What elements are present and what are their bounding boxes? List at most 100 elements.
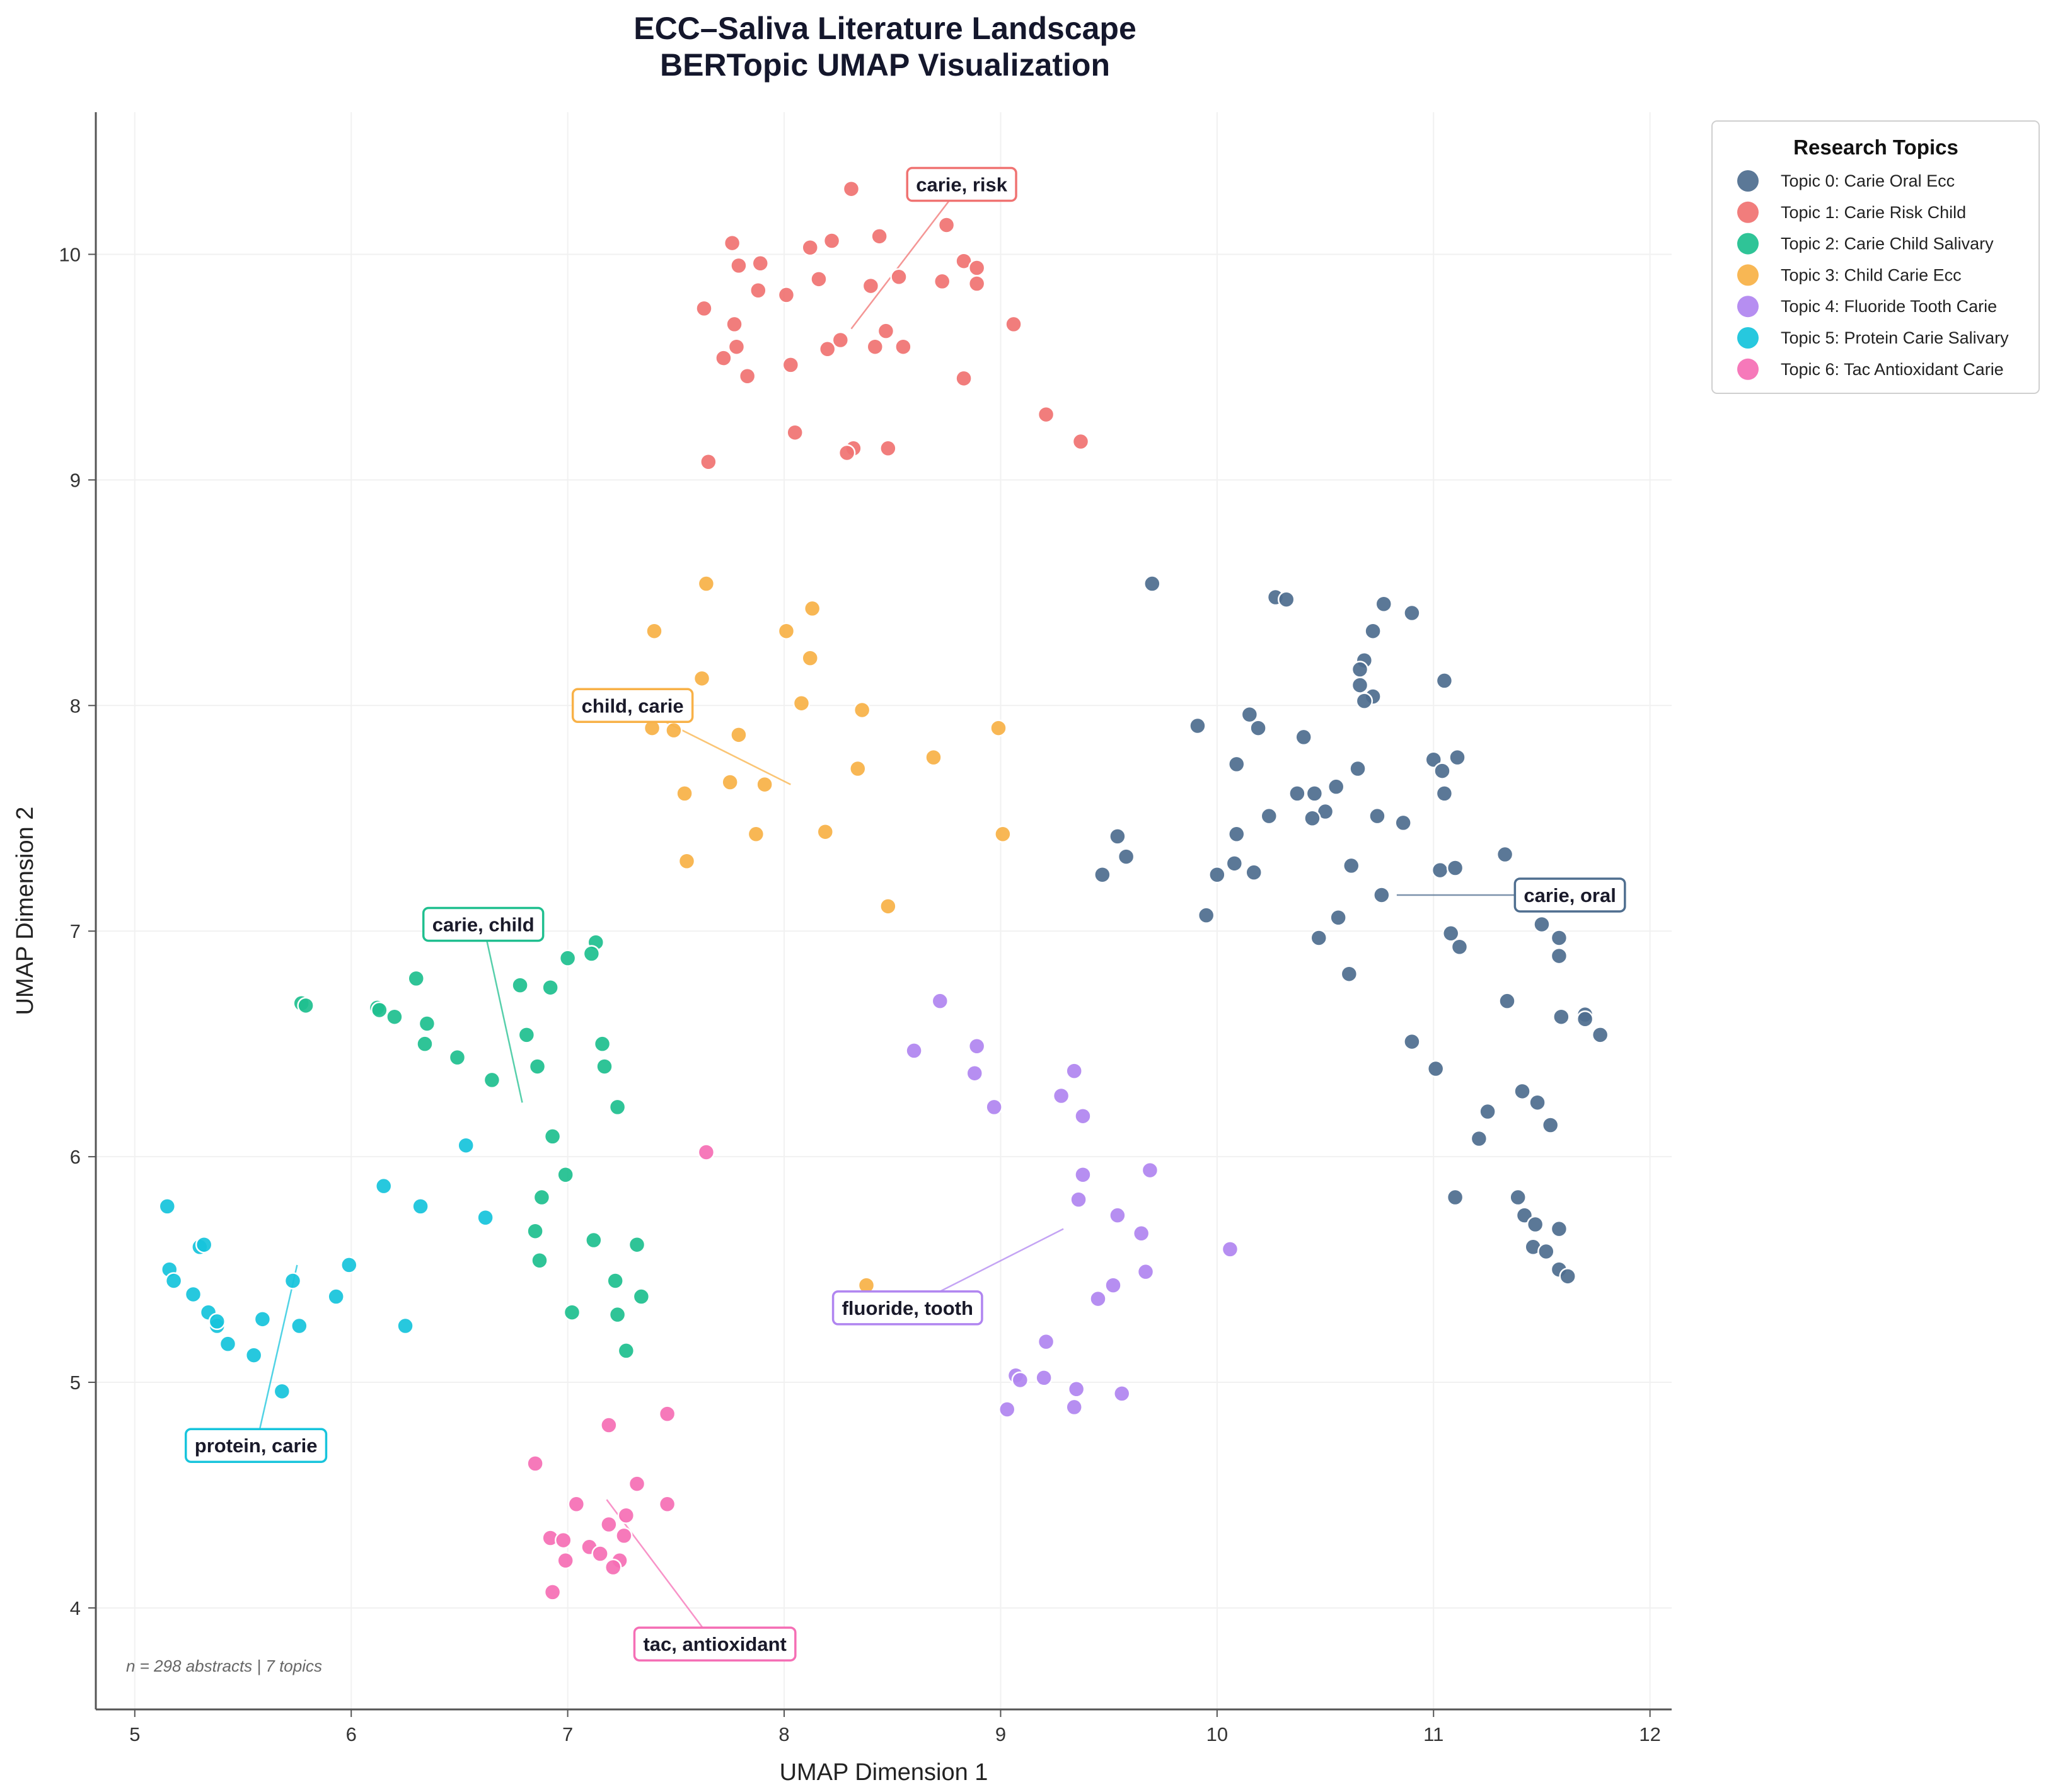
data-point-topic-0 <box>1277 591 1295 608</box>
legend-marker-topic-3 <box>1737 264 1759 286</box>
data-point-topic-0 <box>1537 1242 1555 1261</box>
data-point-topic-4 <box>968 1037 986 1055</box>
annotation-text: fluoride, tooth <box>842 1297 973 1319</box>
data-point-topic-2 <box>511 976 529 994</box>
data-point-topic-5 <box>340 1256 358 1274</box>
data-point-topic-4 <box>1037 1332 1055 1351</box>
annotation-box <box>1513 877 1626 913</box>
data-point-topic-6 <box>555 1531 572 1549</box>
data-point-topic-0 <box>1189 717 1206 735</box>
data-point-topic-0 <box>1498 992 1516 1010</box>
data-point-topic-4 <box>1132 1225 1150 1242</box>
data-point-topic-3 <box>816 823 835 841</box>
annotation-label: carie, risk <box>906 166 1017 202</box>
data-point-topic-0 <box>1550 1220 1568 1238</box>
data-point-topic-6 <box>567 1495 586 1513</box>
data-point-topic-0 <box>1394 814 1412 832</box>
data-point-topic-4 <box>931 992 949 1010</box>
data-point-topic-0 <box>1364 622 1382 640</box>
annotation-label: protein, carie <box>185 1428 328 1463</box>
data-point-topic-2 <box>483 1071 501 1089</box>
data-point-topic-0 <box>1094 865 1111 884</box>
annotation-label: tac, antioxidant <box>633 1626 797 1662</box>
data-point-topic-2 <box>448 1048 466 1067</box>
data-point-topic-5 <box>396 1317 414 1335</box>
data-point-topic-6 <box>557 1552 574 1569</box>
series-topic-5 <box>158 1136 494 1401</box>
data-point-topic-2 <box>531 1252 548 1269</box>
data-point-topic-0 <box>1425 751 1443 768</box>
data-point-topic-3 <box>756 775 773 794</box>
legend-marker-topic-1 <box>1737 201 1759 223</box>
data-point-topic-1 <box>823 232 841 250</box>
data-point-topic-6 <box>600 1515 618 1534</box>
data-point-topic-3 <box>801 649 819 667</box>
annotation-box <box>633 1626 797 1662</box>
x-tick-label: 5 <box>129 1723 140 1745</box>
data-point-topic-0 <box>1479 1102 1496 1121</box>
data-point-topic-4 <box>1065 1062 1083 1080</box>
legend-entry-topic-1: Topic 1: Carie Risk Child <box>1737 201 1966 223</box>
annotation-box <box>185 1428 328 1463</box>
legend-marker-topic-5 <box>1737 327 1759 349</box>
data-point-topic-2 <box>416 1035 434 1053</box>
legend-label-topic-4: Topic 4: Fluoride Tooth Carie <box>1781 297 1997 316</box>
data-point-topic-1 <box>777 286 795 304</box>
series-topic-4 <box>905 992 1239 1418</box>
data-point-topic-2 <box>526 1222 544 1240</box>
data-point-topic-4 <box>1136 1263 1155 1281</box>
data-point-topic-1 <box>1037 405 1055 424</box>
data-point-topic-6 <box>658 1495 676 1513</box>
data-point-topic-5 <box>219 1335 237 1353</box>
data-point-topic-0 <box>1509 1188 1527 1206</box>
data-point-topic-0 <box>1310 929 1327 947</box>
data-point-topic-0 <box>1449 748 1466 766</box>
data-point-topic-6 <box>617 1506 635 1524</box>
data-point-topic-3 <box>803 599 821 618</box>
data-point-topic-1 <box>695 299 713 318</box>
legend-label-topic-2: Topic 2: Carie Child Salivary <box>1781 234 1994 253</box>
data-point-topic-5 <box>327 1288 345 1305</box>
data-point-topic-0 <box>1305 785 1324 802</box>
x-tick-label: 11 <box>1423 1723 1443 1745</box>
data-point-topic-3 <box>676 785 693 802</box>
annotation-label: fluoride, tooth <box>831 1290 983 1326</box>
data-point-topic-0 <box>1225 855 1244 872</box>
data-point-topic-0 <box>1550 929 1568 947</box>
legend-box <box>1711 120 2040 394</box>
legend-marker-topic-2 <box>1737 233 1759 255</box>
legend-entry-topic-3: Topic 3: Child Carie Ecc <box>1737 264 1962 286</box>
legend-label-topic-6: Topic 6: Tac Antioxidant Carie <box>1781 360 2004 379</box>
data-point-topic-1 <box>782 356 800 374</box>
data-point-topic-2 <box>582 945 601 962</box>
data-point-topic-4 <box>1011 1371 1029 1389</box>
data-point-topic-0 <box>1541 1116 1559 1134</box>
data-point-topic-6 <box>697 1143 715 1161</box>
legend-entry-topic-0: Topic 0: Carie Oral Ecc <box>1737 170 1955 192</box>
annotation-labels: carie, risk child, carie carie, oral carie,… <box>185 166 1626 1662</box>
data-point-topic-4 <box>985 1098 1003 1116</box>
data-point-topic-0 <box>1513 1082 1531 1101</box>
data-point-topic-4 <box>1067 1380 1085 1398</box>
data-point-topic-3 <box>994 825 1012 843</box>
data-point-topic-0 <box>1553 1008 1570 1026</box>
annotation-text: child, carie <box>582 695 684 717</box>
data-point-topic-1 <box>968 259 986 277</box>
data-point-topic-0 <box>1355 692 1373 710</box>
legend-entries: Topic 0: Carie Oral Ecc Topic 1: Carie Ri… <box>1737 170 2009 380</box>
y-tick-label: 7 <box>70 920 81 942</box>
data-point-topic-2 <box>518 1026 536 1044</box>
legend-entry-topic-4: Topic 4: Fluoride Tooth Carie <box>1737 296 1997 318</box>
data-point-topic-3 <box>777 622 795 640</box>
data-point-topic-3 <box>792 694 811 712</box>
data-point-topic-0 <box>1550 947 1568 965</box>
data-point-topic-3 <box>925 748 942 766</box>
data-point-topic-1 <box>818 340 836 358</box>
data-point-topic-0 <box>1249 719 1267 737</box>
data-point-topic-0 <box>1591 1026 1609 1044</box>
legend-entry-topic-6: Topic 6: Tac Antioxidant Carie <box>1737 358 2004 380</box>
data-point-topic-1 <box>801 238 819 257</box>
data-point-topic-0 <box>1431 861 1449 879</box>
data-point-topic-0 <box>1228 825 1246 843</box>
x-tick-label: 7 <box>562 1723 573 1745</box>
